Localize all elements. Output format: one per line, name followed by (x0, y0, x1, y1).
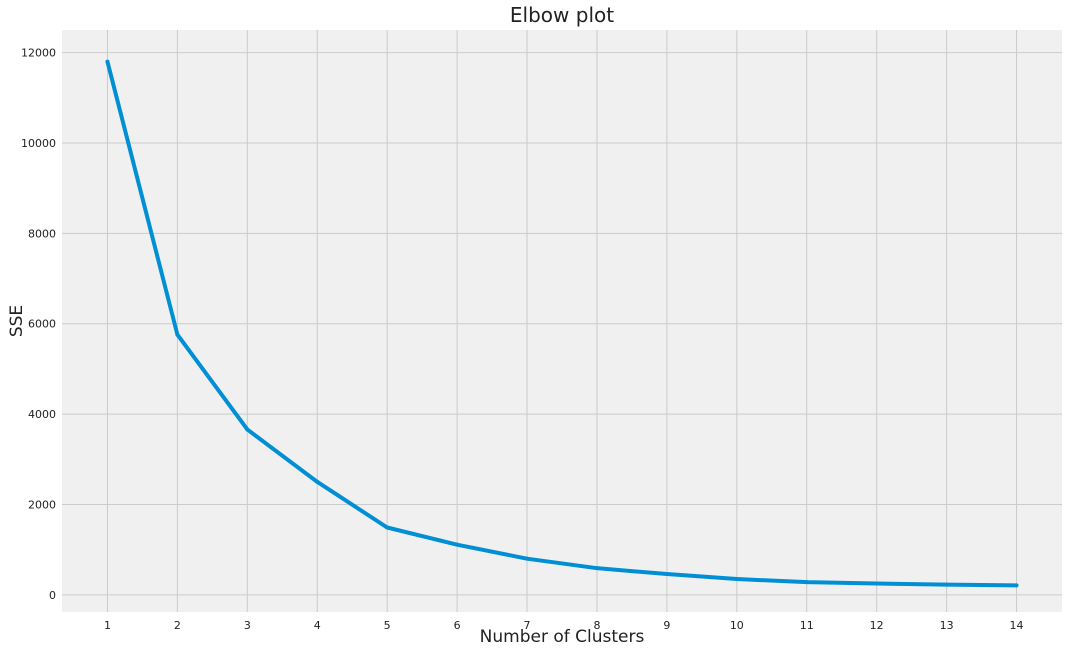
data-point (594, 566, 599, 571)
y-tick-label: 0 (49, 589, 56, 602)
data-point (245, 427, 250, 432)
x-axis-title: Number of Clusters (480, 627, 645, 647)
y-tick-label: 4000 (28, 408, 56, 421)
x-tick-label: 13 (940, 619, 954, 632)
x-tick-label: 10 (730, 619, 744, 632)
x-tick-label: 9 (663, 619, 670, 632)
x-tick-label: 11 (800, 619, 814, 632)
x-tick-label: 12 (870, 619, 884, 632)
data-point (385, 525, 390, 530)
x-tick-label: 2 (174, 619, 181, 632)
data-point (175, 332, 180, 337)
y-tick-label: 10000 (21, 137, 56, 150)
y-tick-label: 12000 (21, 47, 56, 60)
x-tick-label: 5 (384, 619, 391, 632)
plot-area (62, 30, 1062, 612)
x-tick-label: 14 (1010, 619, 1024, 632)
y-tick-label: 6000 (28, 318, 56, 331)
data-point (1014, 583, 1019, 588)
x-tick-label: 1 (104, 619, 111, 632)
data-point (734, 577, 739, 582)
y-axis-title: SSE (7, 305, 27, 337)
x-tick-label: 4 (314, 619, 321, 632)
data-point (664, 572, 669, 577)
chart-title: Elbow plot (510, 3, 614, 27)
y-tick-label: 8000 (28, 227, 56, 240)
data-point (874, 581, 879, 586)
y-tick-label: 2000 (28, 498, 56, 511)
data-point (944, 582, 949, 587)
data-point (315, 479, 320, 484)
grid-layer (62, 30, 1062, 612)
tick-layer: 1 2 3 4 5 6 7 8 9 10 11 12 13 14020004000600080001000… (21, 47, 1024, 632)
data-point (455, 542, 460, 547)
data-point (804, 580, 809, 585)
data-point (525, 556, 530, 561)
x-tick-label: 7 (524, 619, 531, 632)
x-tick-label: 6 (454, 619, 461, 632)
x-tick-label: 8 (593, 619, 600, 632)
data-point (105, 59, 110, 64)
x-tick-label: 3 (244, 619, 251, 632)
series-line (105, 61, 1017, 588)
series-layer (105, 59, 1019, 588)
